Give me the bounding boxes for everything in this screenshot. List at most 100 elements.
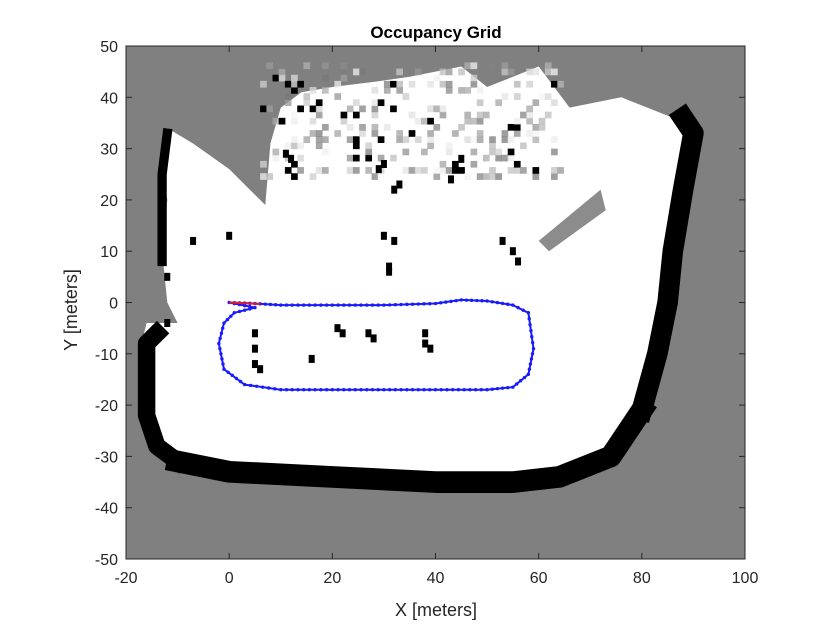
chart-title: Occupancy Grid	[370, 23, 501, 42]
robot-path-point	[319, 388, 323, 392]
noise-cell	[526, 130, 533, 137]
noise-cell	[476, 173, 484, 180]
noise-cell	[445, 87, 453, 94]
noise-cell	[551, 148, 558, 156]
noise-cell	[507, 167, 515, 174]
robot-path-point	[342, 388, 346, 392]
noise-cell	[390, 154, 397, 162]
robot-path-point	[268, 302, 273, 307]
robot-path-point	[393, 388, 398, 392]
robot-path-point	[336, 388, 340, 392]
robot-path-point	[242, 303, 247, 308]
noise-cell	[322, 148, 329, 156]
noise-cell	[272, 148, 280, 156]
noise-occupied-cell	[291, 160, 298, 168]
noise-cell	[452, 130, 459, 137]
noise-cell	[266, 105, 273, 113]
x-tick-label: 40	[427, 570, 445, 587]
robot-path-point	[307, 388, 312, 392]
robot-path-point	[459, 298, 463, 302]
robot-path-point	[433, 301, 438, 306]
noise-cell	[513, 117, 521, 125]
noise-cell	[427, 130, 434, 137]
robot-path-point	[313, 388, 317, 392]
noise-occupied-cell	[315, 99, 323, 107]
robot-path-point	[301, 303, 306, 307]
noise-cell	[315, 130, 323, 137]
noise-occupied-cell	[352, 142, 360, 150]
noise-cell	[482, 111, 490, 119]
obstacle-cell	[251, 360, 258, 369]
noise-cell	[414, 167, 422, 174]
noise-cell	[464, 136, 472, 143]
robot-path-point	[469, 298, 474, 303]
robot-path-point	[324, 303, 329, 307]
noise-occupied-cell	[452, 160, 459, 168]
noise-cell	[520, 111, 527, 119]
noise-cell	[334, 130, 342, 137]
noise-occupied-cell	[390, 105, 397, 113]
noise-cell	[371, 123, 379, 131]
robot-path-point	[387, 388, 392, 392]
obstacle-cell	[251, 344, 258, 353]
noise-cell	[495, 99, 503, 107]
noise-cell	[284, 93, 292, 100]
noise-occupied-cell	[297, 80, 304, 88]
robot-path-point	[279, 303, 283, 307]
noise-occupied-cell	[260, 105, 267, 113]
noise-occupied-cell	[365, 154, 373, 162]
noise-cell	[315, 111, 323, 119]
x-tick-label: -20	[114, 570, 137, 587]
noise-cell	[291, 142, 298, 150]
noise-occupied-cell	[513, 160, 521, 168]
noise-cell	[322, 87, 329, 94]
plot-area	[125, 45, 746, 560]
robot-path-point	[370, 388, 375, 392]
noise-occupied-cell	[297, 105, 304, 113]
obstacle-cell	[386, 267, 393, 276]
obstacle-cell	[515, 257, 522, 266]
robot-path-point	[242, 308, 247, 312]
x-tick-label: 20	[323, 570, 341, 587]
robot-path-point	[267, 386, 271, 390]
robot-path-point	[290, 303, 294, 307]
noise-cell	[297, 167, 304, 174]
noise-cell	[476, 136, 484, 143]
robot-path-point	[473, 388, 478, 392]
robot-path-point	[506, 302, 510, 306]
noise-cell	[352, 99, 360, 107]
noise-cell	[470, 62, 478, 70]
robot-path-point	[313, 303, 317, 307]
robot-path-point	[290, 388, 294, 392]
noise-cell	[402, 136, 410, 143]
noise-cell	[489, 142, 496, 150]
robot-path-point	[462, 388, 466, 392]
noise-cell	[532, 68, 540, 76]
robot-path-point	[260, 385, 265, 389]
noise-cell	[266, 62, 273, 70]
noise-cell	[495, 148, 503, 156]
noise-cell	[544, 68, 552, 76]
robot-path-point	[439, 388, 443, 392]
noise-cell	[396, 136, 403, 143]
noise-cell	[501, 136, 509, 143]
noise-occupied-cell	[352, 111, 360, 119]
robot-path-point	[416, 302, 421, 306]
noise-cell	[340, 117, 348, 125]
robot-path-point	[353, 303, 357, 307]
noise-cell	[489, 167, 496, 174]
y-tick-label: 40	[100, 90, 118, 107]
y-tick-label: 30	[100, 142, 118, 159]
robot-path-point	[399, 302, 403, 307]
obstacle-cell	[365, 329, 372, 338]
obstacle-cell	[164, 319, 171, 328]
x-axis-label: X [meters]	[395, 600, 477, 620]
robot-path-point	[422, 302, 426, 306]
robot-path-point	[263, 302, 267, 306]
noise-cell	[396, 80, 403, 88]
noise-cell	[272, 154, 280, 162]
noise-cell	[414, 68, 422, 76]
x-tick-label: 80	[633, 570, 651, 587]
noise-cell	[322, 167, 329, 174]
